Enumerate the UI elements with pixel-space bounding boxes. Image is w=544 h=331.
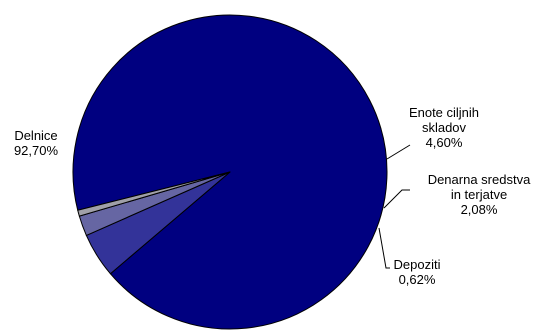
slice-label-denarna-sredstva-in-terjatve: Denarna sredstva in terjatve 2,08% (428, 172, 531, 217)
slice-label-line: 2,08% (461, 202, 498, 217)
slice-label-line: skladov (422, 120, 467, 135)
slice-label-line: Enote ciljnih (409, 105, 479, 120)
slice-label-line: Delnice (14, 128, 57, 143)
slice-label-line: 4,60% (426, 135, 463, 150)
slice-label-depoziti: Depoziti 0,62% (394, 257, 441, 287)
leader-line-enote-ciljnih-skladov (386, 144, 411, 160)
slice-label-line: Denarna sredstva (428, 172, 531, 187)
pie-slice-depoziti (77, 171, 231, 217)
leader-lines (378, 144, 411, 269)
pie-slices (72, 14, 388, 330)
slice-labels: Delnice 92,70% Enote ciljnih skladov 4,60% De… (14, 105, 531, 287)
slice-label-line: 92,70% (14, 143, 59, 158)
slice-label-line: 0,62% (399, 272, 436, 287)
slice-label-enote-ciljnih-skladov: Enote ciljnih skladov 4,60% (409, 105, 479, 150)
slice-label-line: in terjatve (451, 187, 507, 202)
slice-label-line: Depoziti (394, 257, 441, 272)
leader-line-depoziti (378, 227, 390, 269)
slice-label-delnice: Delnice 92,70% (14, 128, 59, 158)
leader-line-denarna-sredstva-in-terjatve (383, 189, 410, 209)
